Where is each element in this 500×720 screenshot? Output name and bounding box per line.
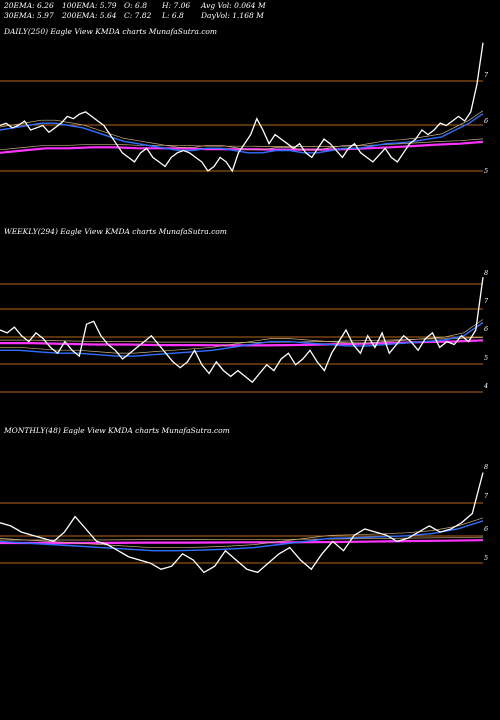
high-stat: H: 7.06: [162, 1, 191, 10]
weekly-chart-title: WEEKLY(294) Eagle View KMDA charts Munaf…: [4, 227, 227, 236]
daily-price-line: [0, 42, 484, 173]
open-stat: O: 6.8: [124, 1, 147, 10]
weekly-tick-8: 8: [484, 269, 488, 277]
ema30-stat: 30EMA: 5.97: [4, 11, 54, 20]
low-stat: L: 6.8: [162, 11, 184, 20]
daily-ema-line-1: [0, 113, 484, 154]
monthly-ema-band-2: [0, 536, 484, 541]
daily-ema-band-1: [0, 110, 484, 151]
daily-ema-band-2: [0, 138, 484, 151]
weekly-tick-5: 5: [484, 354, 488, 362]
day-vol-stat: DayVol: 1.168 M: [201, 11, 264, 20]
daily-chart-title: DAILY(250) Eagle View KMDA charts Munafa…: [4, 27, 218, 36]
monthly-tick-7: 7: [484, 492, 489, 500]
monthly-chart-title: MONTHLY(48) Eagle View KMDA charts Munaf…: [4, 426, 230, 435]
monthly-tick-8: 8: [484, 463, 488, 471]
ema200-stat: 200EMA: 5.64: [62, 11, 117, 20]
weekly-price-line: [0, 277, 484, 384]
weekly-tick-4: 4: [483, 382, 488, 390]
monthly-ema-line-1: [0, 520, 484, 552]
daily-tick-7: 7: [484, 71, 489, 79]
close-stat: C: 7.82: [124, 11, 152, 20]
weekly-tick-6: 6: [484, 325, 488, 333]
ema20-stat: 20EMA: 6.26: [4, 1, 54, 10]
ema100-stat: 100EMA: 5.79: [62, 1, 117, 10]
daily-tick-5: 5: [484, 167, 488, 175]
avg-vol-stat: Avg Vol: 0.064 M: [201, 1, 266, 10]
monthly-tick-5: 5: [484, 554, 488, 562]
weekly-ema-band-1: [0, 319, 484, 354]
monthly-tick-6: 6: [484, 525, 488, 533]
daily-tick-6: 6: [484, 117, 488, 125]
weekly-ema-band-2: [0, 337, 484, 343]
weekly-tick-7: 7: [484, 297, 489, 305]
monthly-price-line: [0, 472, 484, 574]
monthly-ema-band-1: [0, 517, 484, 549]
